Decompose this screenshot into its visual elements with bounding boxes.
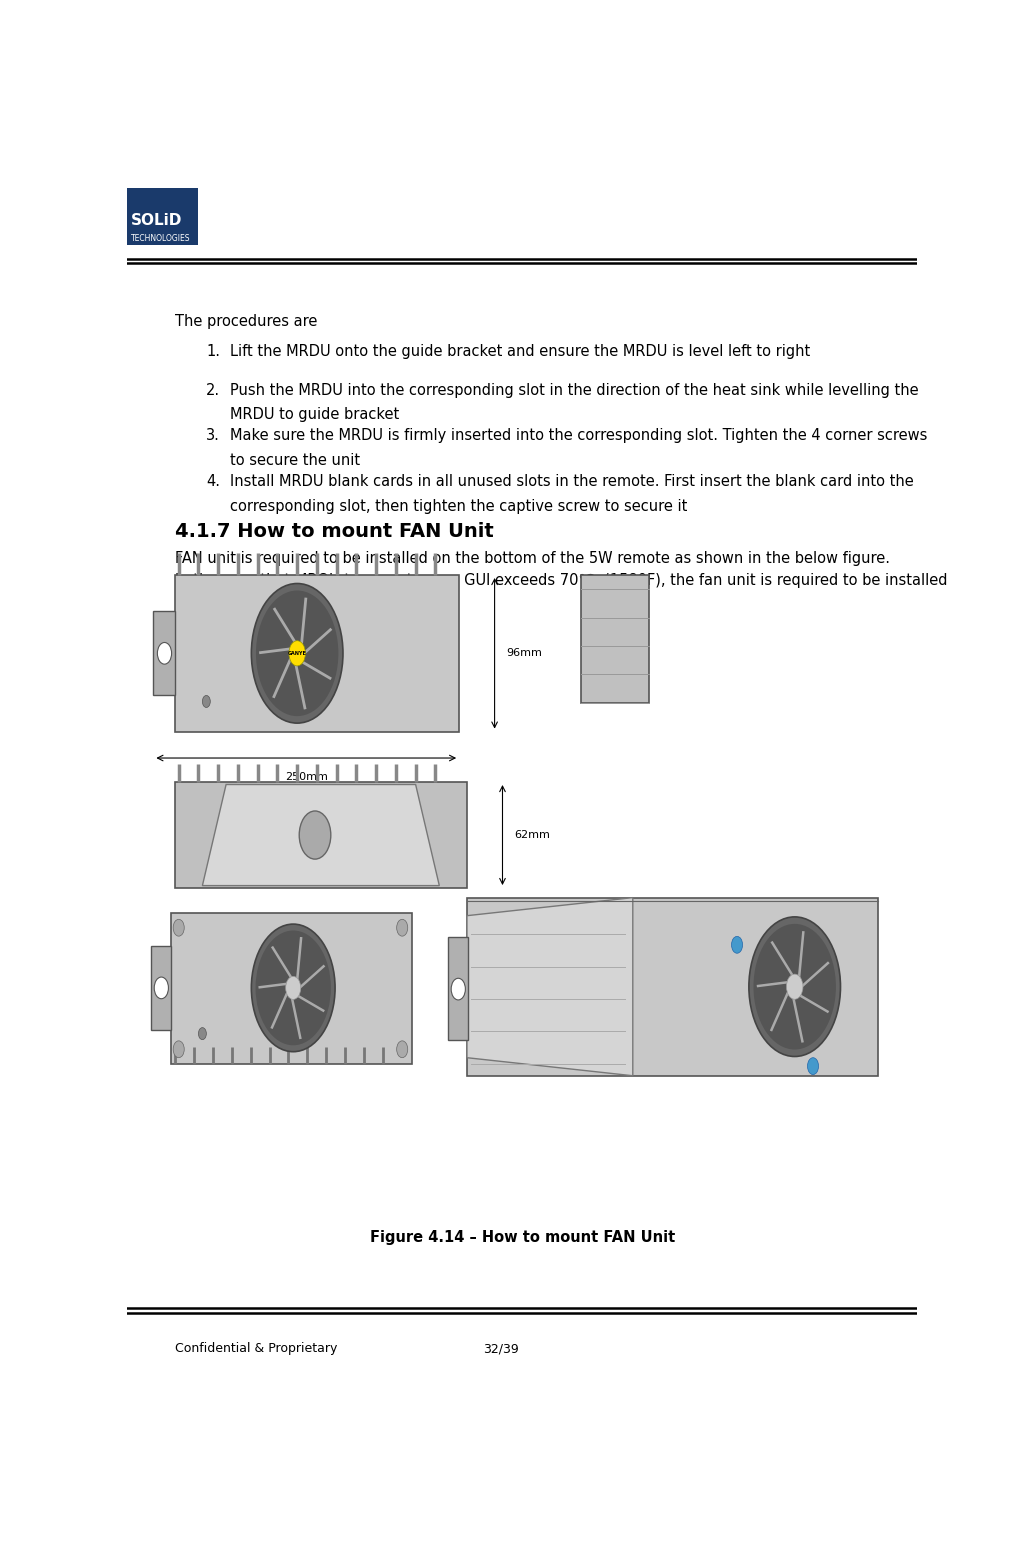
- Circle shape: [256, 930, 331, 1046]
- Text: The procedures are: The procedures are: [175, 314, 317, 328]
- Text: 62mm: 62mm: [515, 830, 550, 839]
- FancyBboxPatch shape: [175, 575, 459, 731]
- Circle shape: [787, 974, 803, 999]
- FancyBboxPatch shape: [127, 188, 199, 245]
- Text: 1.: 1.: [206, 344, 220, 359]
- Text: Figure 4.14 – How to mount FAN Unit: Figure 4.14 – How to mount FAN Unit: [370, 1230, 675, 1244]
- Circle shape: [732, 936, 743, 953]
- Circle shape: [396, 1041, 408, 1058]
- Text: TECHNOLOGIES: TECHNOLOGIES: [131, 233, 191, 242]
- Text: on the bottom of the remote unit.: on the bottom of the remote unit.: [175, 592, 422, 608]
- Text: SOLiD: SOLiD: [131, 213, 182, 228]
- Polygon shape: [203, 785, 439, 886]
- Circle shape: [252, 583, 343, 724]
- Text: 250mm: 250mm: [284, 772, 328, 783]
- Text: 4.: 4.: [206, 474, 220, 489]
- Text: Confidential & Proprietary: Confidential & Proprietary: [175, 1343, 337, 1355]
- Text: Install MRDU blank cards in all unused slots in the remote. First insert the bla: Install MRDU blank cards in all unused s…: [230, 474, 914, 514]
- Circle shape: [285, 977, 301, 999]
- Text: Lift the MRDU onto the guide bracket and ensure the MRDU is level left to right: Lift the MRDU onto the guide bracket and…: [230, 344, 810, 359]
- Text: 4.1.7 How to mount FAN Unit: 4.1.7 How to mount FAN Unit: [175, 522, 493, 541]
- Text: Make sure the MRDU is firmly inserted into the corresponding slot. Tighten the 4: Make sure the MRDU is firmly inserted in…: [230, 428, 927, 467]
- Text: 32/39: 32/39: [483, 1343, 519, 1355]
- Circle shape: [289, 641, 306, 666]
- Text: In the case that MROU temperature on GUI exceeds 70℃  (1580F), the fan unit is r: In the case that MROU temperature on GUI…: [175, 572, 948, 588]
- Circle shape: [749, 917, 841, 1057]
- Circle shape: [157, 642, 171, 664]
- Text: 96mm: 96mm: [506, 649, 542, 658]
- FancyBboxPatch shape: [151, 946, 171, 1030]
- Text: GANYE: GANYE: [287, 650, 307, 656]
- Circle shape: [173, 919, 184, 936]
- Circle shape: [807, 1058, 818, 1074]
- Text: 2.: 2.: [206, 383, 220, 397]
- FancyBboxPatch shape: [467, 897, 877, 1075]
- Circle shape: [154, 977, 168, 999]
- Circle shape: [256, 591, 338, 716]
- Text: FAN unit is required to be installed on the bottom of the 5W remote as shown in : FAN unit is required to be installed on …: [175, 552, 890, 566]
- Circle shape: [451, 978, 466, 1000]
- FancyBboxPatch shape: [448, 938, 468, 1039]
- Circle shape: [300, 811, 331, 860]
- FancyBboxPatch shape: [171, 913, 412, 1064]
- Circle shape: [252, 924, 335, 1052]
- Circle shape: [396, 919, 408, 936]
- FancyBboxPatch shape: [154, 611, 175, 696]
- Polygon shape: [467, 897, 633, 1075]
- Circle shape: [753, 924, 836, 1049]
- Circle shape: [173, 1041, 184, 1058]
- FancyBboxPatch shape: [175, 782, 467, 888]
- FancyBboxPatch shape: [582, 575, 648, 703]
- Circle shape: [203, 696, 210, 708]
- Circle shape: [199, 1027, 206, 1039]
- Text: 3.: 3.: [206, 428, 220, 444]
- Text: Push the MRDU into the corresponding slot in the direction of the heat sink whil: Push the MRDU into the corresponding slo…: [230, 383, 919, 422]
